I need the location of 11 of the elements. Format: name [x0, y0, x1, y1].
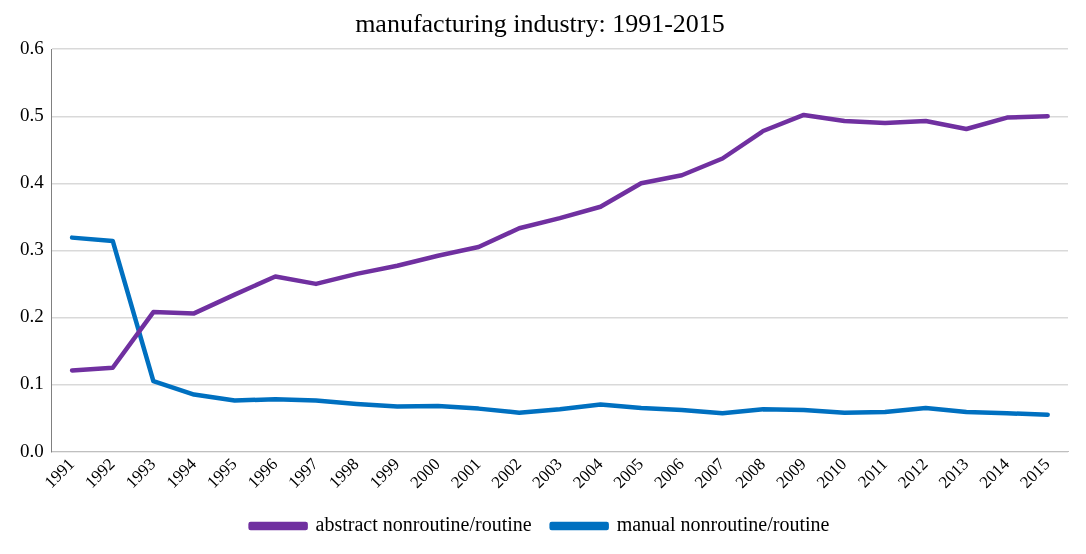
- legend-label: manual nonroutine/routine: [616, 513, 830, 536]
- y-tick-label: 0.0: [20, 439, 44, 461]
- chart-title: manufacturing industry: 1991-2015: [355, 9, 725, 39]
- y-tick-label: 0.1: [20, 372, 44, 394]
- y-tick-label: 0.6: [20, 37, 44, 59]
- y-tick-label: 0.3: [20, 238, 44, 260]
- y-tick-label: 0.4: [20, 171, 45, 193]
- y-tick-label: 0.5: [20, 104, 44, 126]
- legend-label: abstract nonroutine/routine: [315, 513, 532, 536]
- y-tick-label: 0.2: [20, 305, 44, 327]
- x-tick-label: 2011: [854, 454, 892, 492]
